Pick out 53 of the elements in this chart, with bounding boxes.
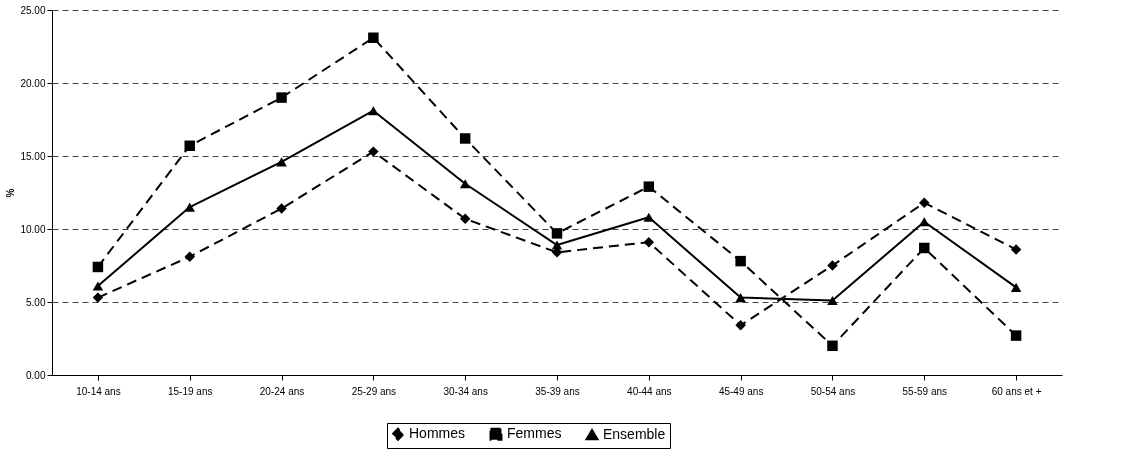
point (919, 217, 930, 227)
point (276, 203, 287, 214)
x-tick-label: 60 ans et + (991, 385, 1042, 397)
point (92, 281, 104, 291)
x-tick-label: 40-44 ans (627, 385, 672, 397)
y-axis-title: % (5, 188, 17, 198)
y-tick-label: 15.00 (20, 150, 46, 162)
point (368, 146, 379, 157)
y-tick-label: 20.00 (20, 77, 46, 89)
legend-label: Femmes (507, 425, 562, 442)
x-tick-label: 55-59 ans (902, 385, 948, 397)
legend-label: Hommes (409, 425, 466, 442)
point (92, 292, 104, 303)
point (551, 240, 563, 250)
y-tick-label: 10.00 (20, 223, 46, 235)
point (184, 251, 195, 262)
point (735, 255, 746, 267)
x-tick-label: 25-29 ans (351, 385, 397, 397)
point (643, 236, 655, 248)
point (184, 202, 195, 212)
point (276, 92, 287, 103)
x-tick-label: 10-14 ans (76, 385, 121, 397)
point (459, 133, 471, 144)
x-tick-label: 35-39 ans (535, 385, 580, 397)
y-tick-label: 0.00 (26, 369, 46, 381)
point (92, 261, 104, 273)
point (919, 197, 930, 208)
x-tick-label: 15-19 ans (167, 385, 213, 397)
point (827, 260, 838, 271)
point (184, 140, 195, 152)
point (368, 32, 379, 43)
point (643, 181, 655, 192)
point (643, 212, 655, 222)
point (459, 179, 471, 189)
point (735, 320, 746, 331)
point (276, 157, 287, 167)
x-tick-label: 45-49 ans (718, 385, 764, 397)
y-tick-label: 25.00 (20, 4, 46, 16)
x-tick-label: 50-54 ans (810, 385, 856, 397)
point (368, 106, 379, 116)
x-tick-label: 20-24 ans (259, 385, 305, 397)
point (1010, 244, 1022, 255)
x-tick-label: 30-34 ans (443, 385, 488, 397)
legend-label: Ensemble (603, 425, 666, 442)
y-tick-label: 5.00 (26, 296, 46, 308)
point (1010, 282, 1022, 292)
point (919, 242, 930, 254)
point (827, 296, 838, 306)
point (551, 228, 563, 239)
point (459, 213, 471, 225)
point (827, 340, 838, 352)
point (1010, 330, 1022, 341)
point (735, 293, 746, 303)
